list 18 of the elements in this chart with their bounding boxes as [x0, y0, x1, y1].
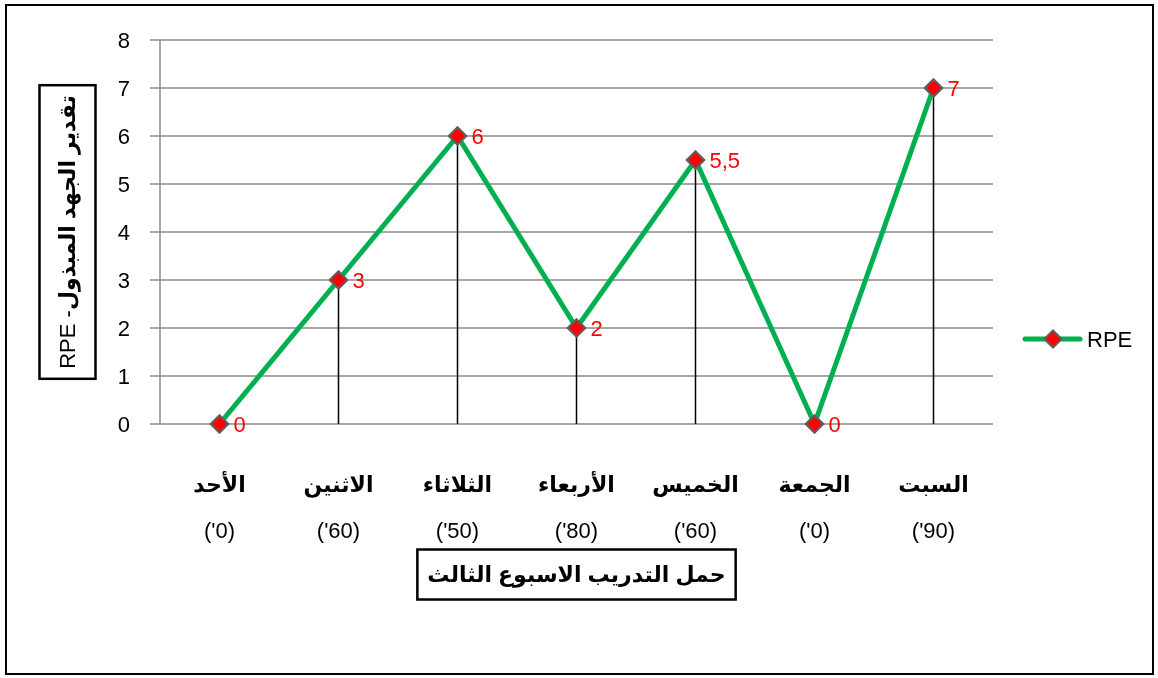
y-tick-label: 5: [117, 171, 130, 197]
data-label: 0: [828, 411, 841, 437]
y-tick-label: 2: [117, 315, 130, 341]
y-tick-label: 1: [117, 363, 130, 389]
y-tick-label: 3: [117, 267, 130, 293]
y-tick-label: 7: [117, 75, 130, 101]
x-axis-title: حمل التدريب الاسبوع الثالث: [427, 561, 726, 588]
data-label: 0: [233, 411, 246, 437]
y-tick-label: 8: [117, 27, 130, 53]
data-label: 7: [947, 75, 960, 101]
y-tick-label: 6: [117, 123, 130, 149]
y-tick-label: 4: [117, 219, 130, 245]
data-label: 2: [590, 315, 603, 341]
data-label: 5,5: [709, 147, 741, 173]
data-label: 6: [471, 123, 484, 149]
y-tick-label: 0: [117, 411, 130, 437]
data-label: 3: [352, 267, 365, 293]
legend-label: RPE: [1087, 326, 1133, 352]
